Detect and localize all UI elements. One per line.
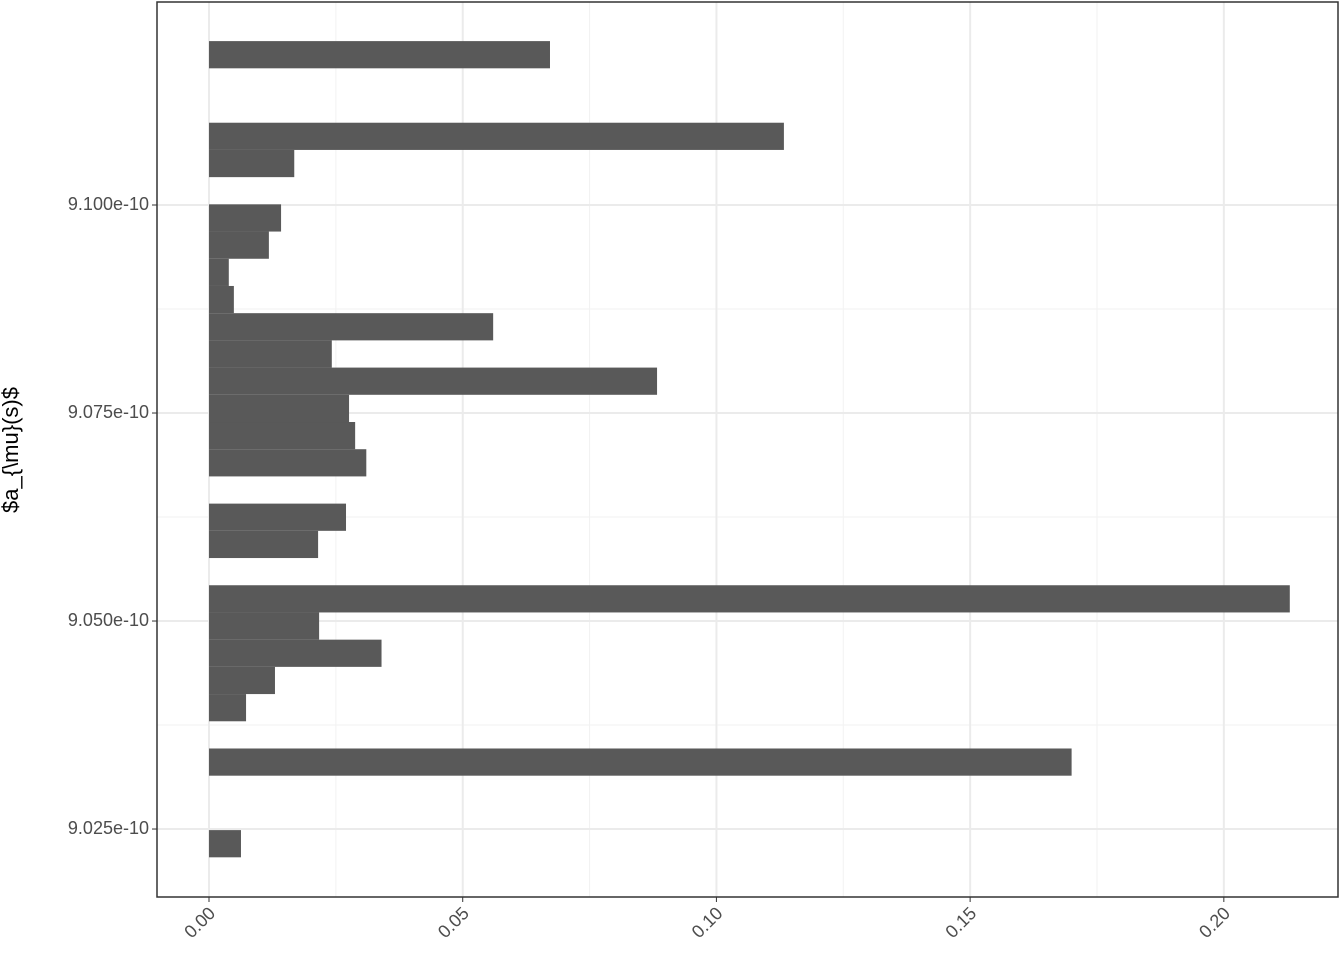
bar bbox=[209, 149, 295, 178]
bar bbox=[209, 422, 356, 450]
bar bbox=[209, 666, 275, 695]
bar bbox=[209, 503, 347, 531]
x-tick-label: 0.00 bbox=[180, 903, 219, 942]
bar bbox=[209, 340, 332, 368]
bar bbox=[209, 639, 382, 667]
bar bbox=[209, 449, 367, 477]
x-tick-label: 0.10 bbox=[688, 903, 727, 942]
bar bbox=[209, 612, 320, 640]
bar bbox=[209, 530, 319, 559]
bar bbox=[209, 394, 350, 423]
x-tick-label: 0.05 bbox=[434, 903, 473, 942]
bar bbox=[209, 748, 1072, 776]
bar bbox=[209, 204, 282, 232]
bar bbox=[209, 122, 784, 150]
y-tick-label: 9.100e-10 bbox=[68, 194, 149, 214]
bar bbox=[209, 231, 269, 259]
y-tick-label: 9.025e-10 bbox=[68, 818, 149, 838]
y-axis-label: $a_{\mu}(s)$ bbox=[0, 387, 23, 513]
x-tick-label: 0.15 bbox=[941, 903, 980, 942]
bar bbox=[209, 830, 241, 858]
panel-border bbox=[156, 1, 1339, 898]
bar bbox=[209, 585, 1290, 613]
x-tick-label: 0.20 bbox=[1195, 903, 1234, 942]
y-tick-label: 9.050e-10 bbox=[68, 610, 149, 630]
bar bbox=[209, 258, 229, 286]
bar bbox=[209, 285, 234, 314]
bar bbox=[209, 313, 494, 341]
bar bbox=[209, 367, 658, 395]
y-tick-label: 9.075e-10 bbox=[68, 402, 149, 422]
bar bbox=[209, 694, 247, 722]
bar bbox=[209, 41, 550, 69]
